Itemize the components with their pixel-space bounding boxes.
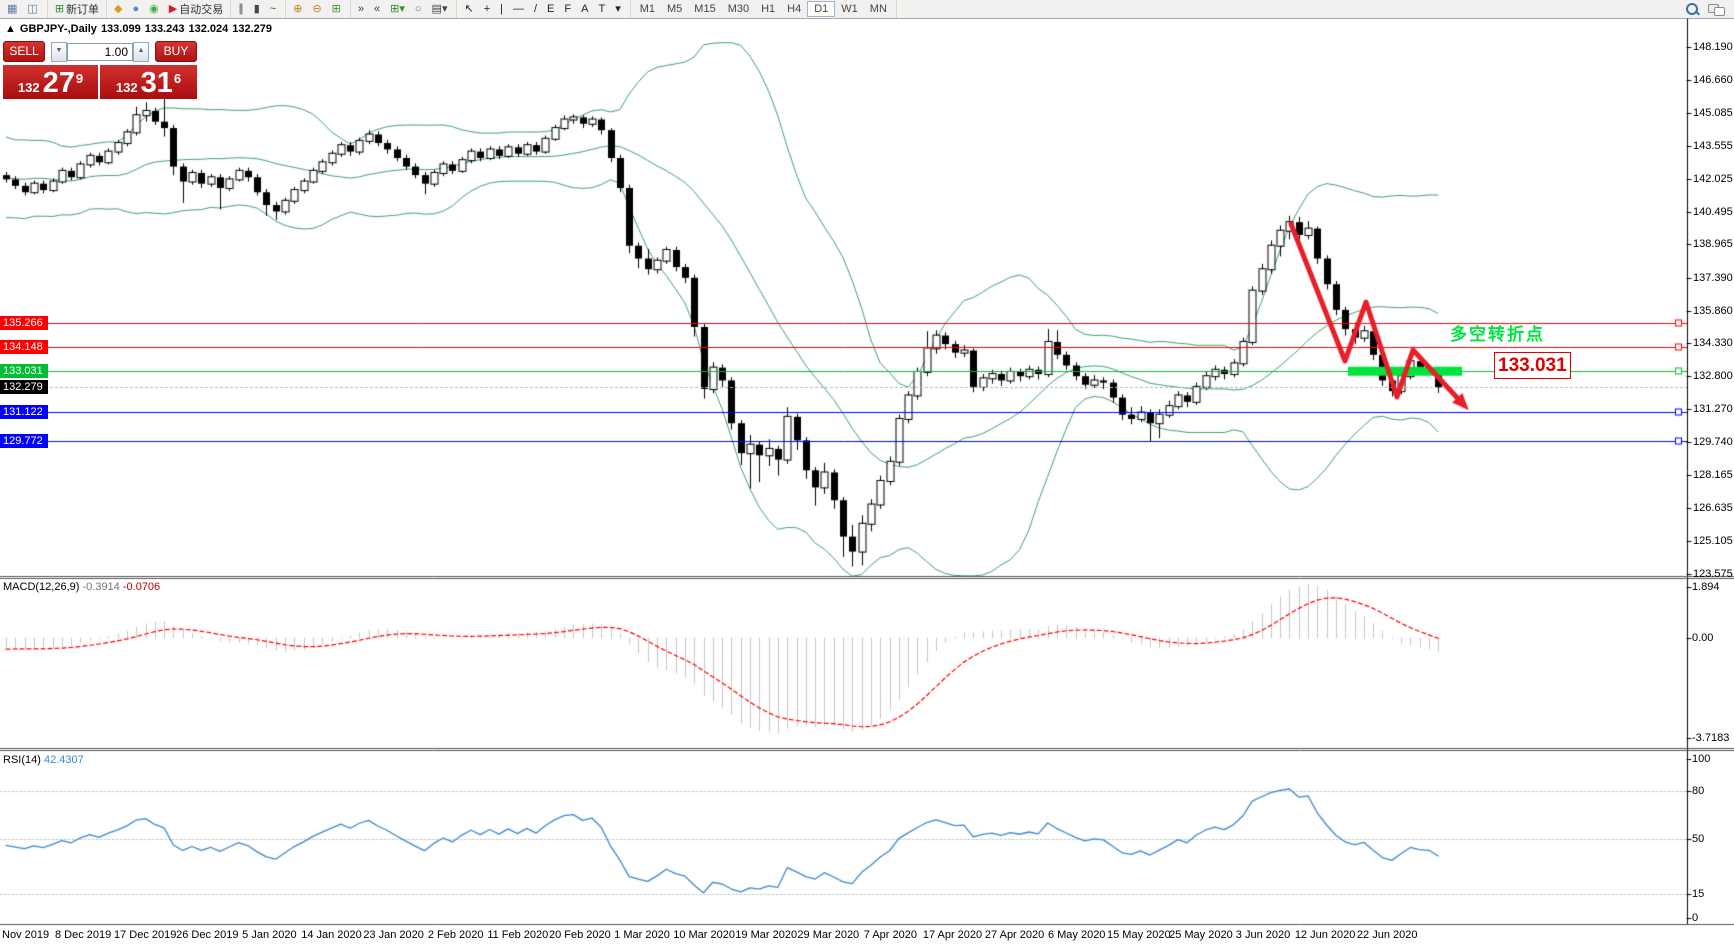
date-label: 5 Jan 2020 — [242, 929, 297, 941]
rsi-value: 42.4307 — [43, 754, 84, 766]
date-label: 20 Feb 2020 — [549, 929, 611, 941]
date-label: 11 Feb 2020 — [487, 929, 549, 941]
date-label: 19 Mar 2020 — [735, 929, 798, 941]
macd-tick-label: -3.7183 — [1692, 732, 1730, 744]
date-label: 27 Apr 2020 — [984, 929, 1045, 941]
level-badge: 131.122 — [0, 405, 48, 419]
sell-price-pips: 27 — [42, 67, 75, 99]
price-tick-label: 143.555 — [1693, 140, 1733, 152]
volume-decrease-button[interactable]: ▼ — [51, 41, 67, 62]
date-label: 15 May 2020 — [1106, 929, 1171, 941]
level-badge: 134.148 — [0, 340, 48, 354]
quote-close: 132.279 — [232, 23, 272, 35]
date-label: 6 May 2020 — [1047, 929, 1106, 941]
level-badge: 135.266 — [0, 316, 48, 330]
rsi-label: RSI(14) 42.4307 — [3, 754, 84, 766]
price-tick-label: 146.660 — [1693, 74, 1733, 86]
price-tick-label: 140.495 — [1693, 206, 1733, 218]
macd-tick-label: 1.894 — [1692, 581, 1720, 593]
macd-label: MACD(12,26,9) -0.3914 -0.0706 — [3, 581, 160, 593]
bull-bear-turning-point-note[interactable]: 多空转折点 — [1450, 325, 1545, 344]
date-label: 12 Jun 2020 — [1294, 929, 1356, 941]
date-label: 17 Apr 2020 — [922, 929, 983, 941]
date-label: 25 May 2020 — [1169, 929, 1233, 941]
date-label: 3 Jun 2020 — [1235, 929, 1291, 941]
date-label: 23 Jan 2020 — [363, 929, 424, 941]
date-label: 14 Jan 2020 — [301, 929, 362, 941]
price-tick-label: 138.965 — [1693, 238, 1733, 250]
level-badge: 133.031 — [0, 364, 48, 378]
buy-price-display[interactable]: 132 31 6 — [100, 65, 197, 99]
macd-main-value: -0.3914 — [82, 581, 120, 593]
rsi-tick-label: 100 — [1692, 753, 1711, 765]
sell-price-point: 9 — [75, 71, 84, 86]
price-tick-label: 128.165 — [1693, 469, 1733, 481]
price-tick-label: 145.085 — [1693, 107, 1733, 119]
date-label: 10 Mar 2020 — [673, 929, 735, 941]
collapse-arrow-icon[interactable]: ▲ — [5, 23, 16, 35]
price-tick-label: 132.800 — [1693, 370, 1733, 382]
price-tick-label: 131.270 — [1693, 403, 1733, 415]
price-tick-label: 125.105 — [1693, 535, 1733, 547]
rsi-tick-label: 50 — [1692, 833, 1705, 845]
date-label: 1 Mar 2020 — [614, 929, 670, 941]
volume-stepper: ▼ ▲ — [51, 41, 149, 62]
buy-button[interactable]: BUY — [155, 41, 197, 62]
sell-price-figure: 132 — [17, 80, 40, 95]
price-tick-label: 126.635 — [1693, 502, 1733, 514]
level-badge: 129.772 — [0, 434, 48, 448]
symbol-period: GBPJPY-,Daily — [19, 23, 97, 35]
volume-input[interactable] — [67, 42, 133, 61]
buy-price-figure: 132 — [115, 80, 138, 95]
price-tick-label: 148.190 — [1693, 41, 1733, 53]
volume-increase-button[interactable]: ▲ — [133, 41, 149, 62]
date-label: 2 Feb 2020 — [427, 929, 484, 941]
macd-name: MACD(12,26,9) — [3, 581, 80, 593]
date-label: 7 Apr 2020 — [863, 929, 917, 941]
price-tick-label: 137.390 — [1693, 272, 1733, 284]
date-label: 17 Dec 2019 — [113, 929, 177, 941]
current-price-badge: 132.279 — [0, 380, 48, 394]
quote-high: 133.243 — [144, 23, 185, 35]
rsi-tick-label: 80 — [1692, 785, 1705, 797]
sell-price-display[interactable]: 132 27 9 — [3, 65, 98, 99]
buy-price-point: 6 — [173, 71, 182, 86]
rsi-name: RSI(14) — [3, 754, 41, 766]
rsi-tick-label: 0 — [1692, 912, 1699, 924]
date-label: 8 Nov 2019 — [0, 929, 50, 941]
date-label: 8 Dec 2019 — [54, 929, 112, 941]
date-label: 26 Dec 2019 — [176, 929, 239, 941]
price-tick-label: 129.740 — [1693, 436, 1733, 448]
rsi-tick-label: 15 — [1692, 888, 1705, 900]
buy-price-pips: 31 — [140, 67, 173, 99]
price-tick-label: 123.575 — [1693, 568, 1733, 580]
price-tick-label: 135.860 — [1693, 305, 1733, 317]
quote-low: 132.024 — [188, 23, 229, 35]
date-label: 29 Mar 2020 — [797, 929, 860, 941]
price-tick-label: 134.330 — [1693, 337, 1733, 349]
quote-bar: ▲ GBPJPY-,Daily 133.099 133.243 132.024 132.2… — [5, 23, 276, 35]
sell-button[interactable]: SELL — [3, 41, 45, 62]
quote-open: 133.099 — [100, 23, 141, 35]
date-label: 22 Jun 2020 — [1356, 929, 1418, 941]
macd-signal-value: -0.0706 — [122, 581, 161, 593]
price-level-tag[interactable]: 133.031 — [1494, 352, 1571, 379]
price-tick-label: 142.025 — [1693, 173, 1733, 185]
macd-tick-label: 0.00 — [1692, 632, 1714, 644]
